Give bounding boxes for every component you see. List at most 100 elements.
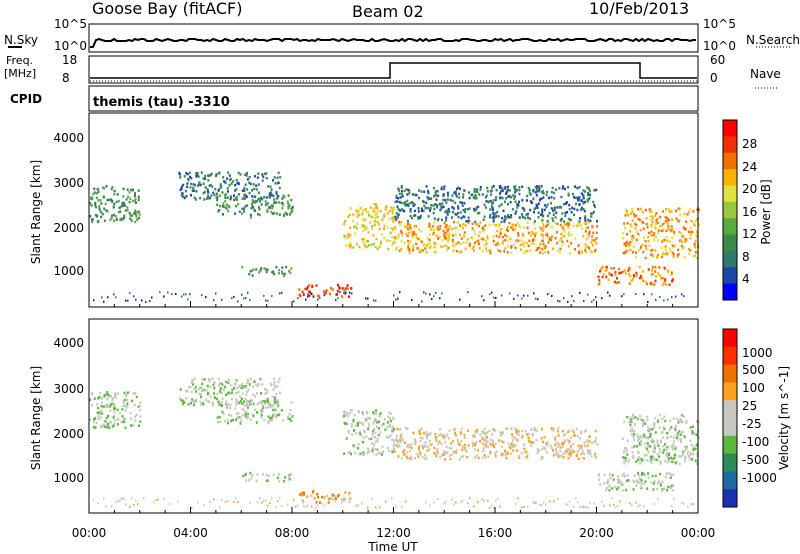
echo-cell <box>530 444 533 447</box>
echo-cell <box>419 249 422 252</box>
ground-scatter-cell <box>483 299 485 302</box>
echo-cell <box>379 431 382 434</box>
echo-cell <box>436 225 439 229</box>
echo-cell <box>110 198 113 201</box>
echo-cell <box>95 421 98 425</box>
echo-cell <box>694 433 697 436</box>
echo-cell <box>433 250 436 253</box>
echo-cell <box>648 244 651 247</box>
ground-scatter-cell <box>367 506 369 509</box>
echo-cell <box>585 227 587 230</box>
echo-cell <box>139 415 142 418</box>
echo-cell <box>127 195 130 199</box>
echo-cell <box>545 451 548 454</box>
echo-cell <box>480 237 483 240</box>
echo-cell <box>457 241 460 244</box>
echo-cell <box>441 202 444 205</box>
colorbar-segment <box>723 329 737 348</box>
echo-cell <box>633 213 636 216</box>
echo-cell <box>190 177 193 180</box>
echo-cell <box>497 244 500 247</box>
echo-cell <box>590 455 593 458</box>
echo-cell <box>527 231 530 235</box>
echo-cell <box>277 404 280 407</box>
echo-cell <box>617 486 620 489</box>
echo-cell <box>676 218 679 222</box>
echo-cell <box>466 220 469 223</box>
echo-cell <box>500 453 503 457</box>
echo-cell <box>441 453 443 457</box>
echo-cell <box>362 208 365 212</box>
echo-cell <box>614 273 617 277</box>
echo-cell <box>308 290 311 294</box>
echo-cell <box>611 487 614 490</box>
ground-scatter-cell <box>311 505 313 508</box>
echo-cell <box>633 432 636 436</box>
ground-scatter-cell <box>213 299 215 302</box>
echo-cell <box>409 210 412 213</box>
echo-cell <box>473 243 475 246</box>
ground-scatter-cell <box>445 501 447 504</box>
echo-cell <box>584 429 587 432</box>
echo-cell <box>433 195 435 198</box>
echo-cell <box>270 192 272 195</box>
echo-cell <box>260 416 263 419</box>
echo-cell <box>369 215 371 218</box>
echo-cell <box>667 436 669 439</box>
echo-cell <box>251 195 254 198</box>
echo-cell <box>681 420 684 424</box>
velocity-y-tick-2000: 2000 <box>53 427 84 441</box>
ground-scatter-cell <box>683 295 685 298</box>
echo-cell <box>646 419 649 422</box>
echo-cell <box>270 384 273 387</box>
echo-cell <box>637 436 639 439</box>
echo-cell <box>639 247 642 250</box>
echo-cell <box>98 207 101 210</box>
echo-cell <box>183 175 186 178</box>
echo-cell <box>689 236 692 240</box>
echo-cell <box>192 400 195 404</box>
echo-cell <box>257 183 260 186</box>
echo-cell <box>463 231 466 234</box>
echo-cell <box>442 245 445 248</box>
echo-cell <box>384 418 386 421</box>
echo-cell <box>109 409 112 412</box>
echo-cell <box>671 278 674 281</box>
echo-cell <box>106 391 109 394</box>
echo-cell <box>662 445 665 448</box>
ground-scatter-cell <box>643 293 645 296</box>
echo-cell <box>465 241 468 244</box>
ground-scatter-cell <box>637 505 639 508</box>
echo-cell <box>685 238 688 242</box>
echo-cell <box>369 221 371 224</box>
echo-cell <box>562 452 565 455</box>
echo-cell <box>383 236 386 240</box>
echo-cell <box>627 269 630 272</box>
echo-cell <box>100 397 103 400</box>
colorbar-segment <box>723 234 737 252</box>
ground-scatter-cell <box>295 505 297 508</box>
echo-cell <box>625 459 627 462</box>
echo-cell <box>372 234 375 237</box>
echo-cell <box>638 442 641 445</box>
ground-scatter-cell <box>321 502 323 505</box>
echo-cell <box>206 400 209 403</box>
echo-cell <box>673 456 676 460</box>
echo-cell <box>369 206 372 209</box>
echo-cell <box>658 426 661 429</box>
echo-cell <box>446 211 449 214</box>
echo-cell <box>97 406 100 410</box>
echo-cell <box>513 436 516 439</box>
echo-cell <box>673 461 676 464</box>
echo-cell <box>689 426 692 429</box>
echo-cell <box>180 399 183 402</box>
ground-scatter-cell <box>115 501 117 504</box>
echo-cell <box>215 174 217 178</box>
echo-cell <box>551 217 554 220</box>
echo-cell <box>110 402 112 406</box>
echo-cell <box>569 451 572 455</box>
echo-cell <box>405 455 408 458</box>
echo-cell <box>212 191 215 195</box>
echo-cell <box>392 416 395 420</box>
echo-cell <box>628 282 631 285</box>
